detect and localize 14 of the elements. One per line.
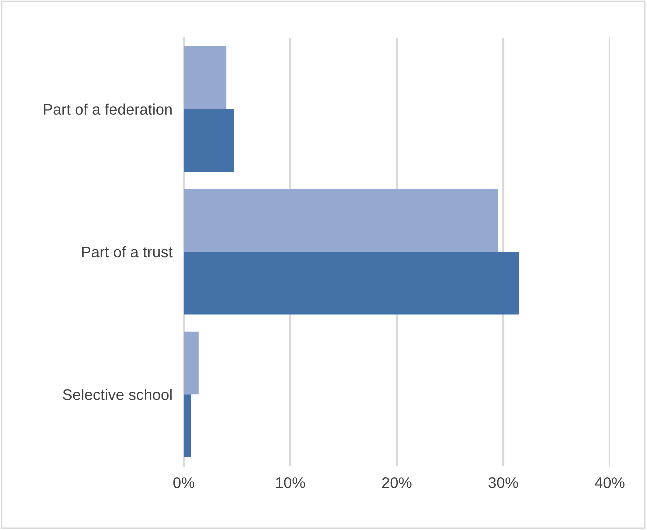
x-tick-label: 10% <box>276 478 306 488</box>
y-tick-label: Part of a trust <box>82 246 173 258</box>
bar <box>184 46 227 110</box>
x-tick-label: 0% <box>174 478 194 488</box>
bar <box>184 109 234 172</box>
bar <box>184 394 192 458</box>
y-tick-label: Part of a federation <box>44 104 172 116</box>
bar <box>184 252 520 315</box>
x-tick-label: 30% <box>488 478 518 488</box>
bar <box>184 332 199 395</box>
y-tick-label: Selective school <box>63 389 172 400</box>
bar <box>184 189 498 252</box>
x-tick-label: 40% <box>595 478 625 488</box>
x-tick-label: 20% <box>382 478 412 488</box>
